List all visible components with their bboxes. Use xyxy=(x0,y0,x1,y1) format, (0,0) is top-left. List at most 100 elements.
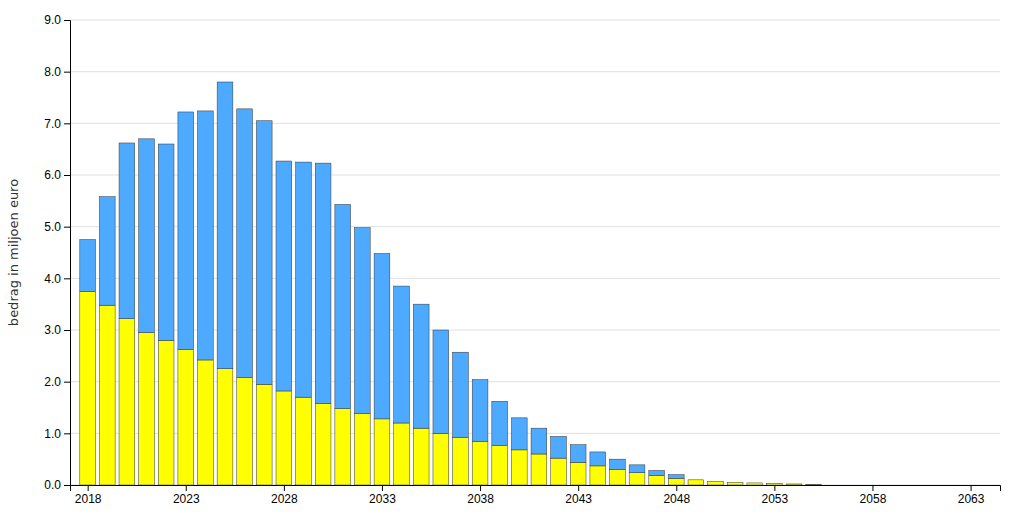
bar xyxy=(825,485,841,486)
bar xyxy=(668,478,684,485)
y-tick-label: 4.0 xyxy=(44,272,61,286)
bar xyxy=(80,240,96,292)
bar xyxy=(99,305,115,485)
bar xyxy=(99,197,115,306)
x-tick-label: 2058 xyxy=(860,492,887,506)
y-tick-mark xyxy=(64,433,70,434)
x-tick-mark xyxy=(578,485,579,491)
bars xyxy=(80,82,822,485)
y-tick-mark xyxy=(64,278,70,279)
bar xyxy=(629,473,645,485)
bar xyxy=(708,481,724,485)
y-axis: 0.01.02.03.04.05.06.07.08.09.0 xyxy=(44,13,70,492)
y-tick-label: 8.0 xyxy=(44,65,61,79)
bar xyxy=(198,360,214,485)
x-tick-label: 2038 xyxy=(467,492,494,506)
y-tick-label: 0.0 xyxy=(44,478,61,492)
bar xyxy=(453,352,469,437)
bar xyxy=(374,419,390,485)
x-axis-line xyxy=(71,486,1001,492)
bar xyxy=(178,350,194,485)
bar xyxy=(904,485,920,486)
bar xyxy=(433,433,449,485)
bar xyxy=(786,484,802,485)
x-tick-mark xyxy=(284,485,285,491)
bar xyxy=(884,485,900,486)
bar xyxy=(610,470,626,486)
bar xyxy=(551,458,567,485)
x-tick-label: 2043 xyxy=(565,492,592,506)
bar xyxy=(354,414,370,485)
grid-line xyxy=(70,20,1000,21)
bar xyxy=(198,111,214,360)
y-tick-label: 3.0 xyxy=(44,323,61,337)
x-tick: 2063 xyxy=(958,485,985,506)
bar xyxy=(119,143,135,319)
bar xyxy=(590,466,606,485)
x-tick-mark xyxy=(382,485,383,491)
bar xyxy=(433,330,449,433)
bar xyxy=(747,483,763,485)
bar xyxy=(119,319,135,485)
bar xyxy=(315,403,331,485)
bar xyxy=(335,409,351,485)
bar xyxy=(865,485,881,486)
x-tick-label: 2048 xyxy=(663,492,690,506)
bar xyxy=(413,304,429,428)
bar xyxy=(158,144,174,340)
bar xyxy=(708,481,724,482)
bar xyxy=(786,483,802,484)
y-tick: 4.0 xyxy=(44,272,70,286)
y-tick: 8.0 xyxy=(44,65,70,79)
x-tick-label: 2028 xyxy=(271,492,298,506)
x-tick: 2053 xyxy=(762,485,789,506)
bar xyxy=(394,423,410,485)
x-tick: 2033 xyxy=(369,485,396,506)
x-tick-mark xyxy=(872,485,873,491)
bar xyxy=(688,479,704,480)
y-tick-mark xyxy=(64,20,70,21)
plot: 2018202320282033203820432048205320582063… xyxy=(44,13,1000,505)
y-tick-mark xyxy=(64,72,70,73)
bar xyxy=(413,428,429,485)
bar xyxy=(570,462,586,485)
bar xyxy=(649,476,665,485)
bar xyxy=(845,485,861,486)
bar xyxy=(492,401,508,445)
x-tick: 2018 xyxy=(75,485,102,506)
bar xyxy=(296,397,312,485)
bar xyxy=(256,121,272,385)
bar xyxy=(256,384,272,485)
bar xyxy=(335,204,351,408)
bar xyxy=(511,450,527,485)
y-tick-label: 9.0 xyxy=(44,13,61,27)
bar xyxy=(727,482,743,483)
bar xyxy=(296,162,312,397)
bar xyxy=(531,454,547,485)
bar xyxy=(629,465,645,473)
x-tick: 2048 xyxy=(663,485,690,506)
bar xyxy=(374,254,390,419)
bar xyxy=(276,161,292,391)
y-tick-label: 7.0 xyxy=(44,117,61,131)
grid xyxy=(70,20,1000,485)
x-tick-mark xyxy=(480,485,481,491)
x-tick: 2038 xyxy=(467,485,494,506)
bar xyxy=(610,459,626,469)
x-tick-mark xyxy=(186,485,187,491)
x-tick-label: 2063 xyxy=(958,492,985,506)
y-tick-label: 2.0 xyxy=(44,375,61,389)
bar xyxy=(472,380,488,442)
bar xyxy=(472,442,488,485)
bar xyxy=(237,378,253,485)
grid-line xyxy=(70,71,1000,72)
bar xyxy=(727,482,743,485)
y-tick-mark xyxy=(64,330,70,331)
bar xyxy=(139,333,155,485)
x-tick-mark xyxy=(774,485,775,491)
bar xyxy=(394,286,410,423)
y-tick-mark xyxy=(64,227,70,228)
bar xyxy=(767,483,783,484)
y-tick: 7.0 xyxy=(44,117,70,131)
y-tick-mark xyxy=(64,382,70,383)
